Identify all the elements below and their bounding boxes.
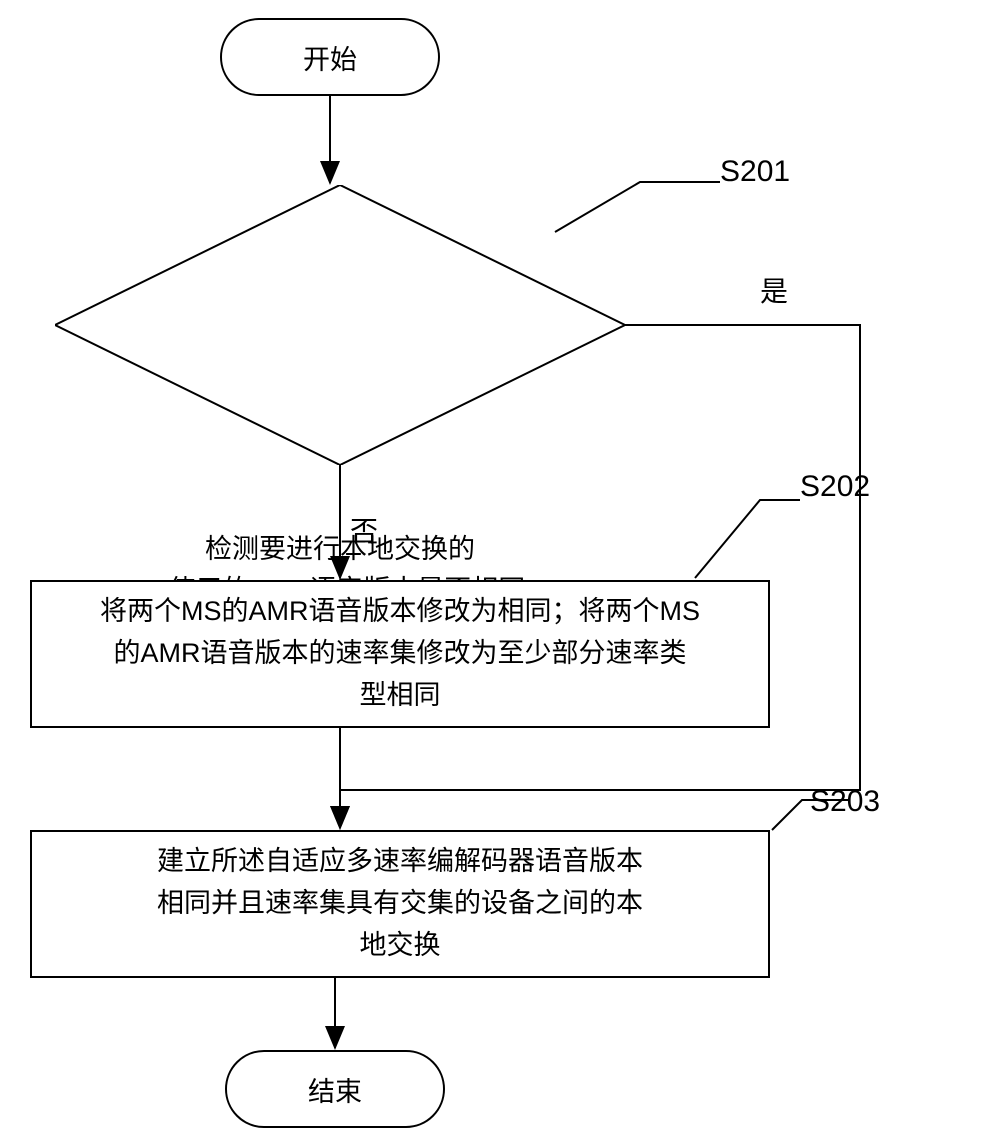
- decision-shape: [55, 185, 625, 465]
- start-node: 开始: [220, 18, 440, 96]
- edge-no-label: 否: [350, 510, 378, 550]
- decision-s201: 检测要进行本地交换的 MS使用的AMR语音版本是否相同，且 是否具有交集: [55, 185, 625, 465]
- process-s203-label: 建立所述自适应多速率编解码器语音版本 相同并且速率集具有交集的设备之间的本 地交…: [157, 841, 643, 967]
- tag-s201: S201: [720, 155, 790, 189]
- start-label: 开始: [303, 38, 357, 77]
- end-node: 结束: [225, 1050, 445, 1128]
- edge-yes-label: 是: [760, 270, 788, 310]
- process-s202: 将两个MS的AMR语音版本修改为相同；将两个MS 的AMR语音版本的速率集修改为…: [30, 580, 770, 728]
- leader-s202: [695, 500, 800, 578]
- process-s203: 建立所述自适应多速率编解码器语音版本 相同并且速率集具有交集的设备之间的本 地交…: [30, 830, 770, 978]
- end-label: 结束: [308, 1070, 362, 1109]
- process-s202-label: 将两个MS的AMR语音版本修改为相同；将两个MS 的AMR语音版本的速率集修改为…: [100, 591, 700, 717]
- tag-s203: S203: [810, 785, 880, 819]
- tag-s202: S202: [800, 470, 870, 504]
